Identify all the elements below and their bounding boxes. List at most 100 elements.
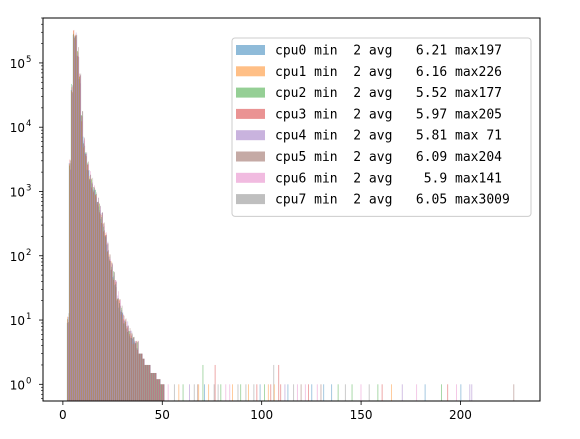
histogram-bar	[460, 384, 462, 401]
legend-box	[231, 37, 532, 217]
legend: cpu0 min 2 avg 6.21 max197 cpu1 min 2 avg…	[231, 37, 532, 217]
y-tick-exponent: 2	[26, 248, 31, 258]
legend-swatch	[236, 45, 265, 55]
y-tick-label: 10	[10, 121, 25, 135]
histogram-bar	[424, 384, 426, 401]
histogram-bar	[232, 384, 233, 401]
histogram-bar	[229, 384, 231, 401]
histogram-bar	[193, 384, 195, 401]
legend-label: cpu6 min 2 avg 5.9 max141	[275, 171, 502, 186]
legend-label: cpu5 min 2 avg 6.09 max204	[275, 150, 502, 165]
histogram-bar	[280, 384, 282, 401]
histogram-bar	[202, 364, 204, 401]
x-tick-label: 50	[155, 408, 170, 422]
bars-layer	[66, 29, 515, 401]
legend-label: cpu4 min 2 avg 5.81 max 71	[275, 129, 502, 144]
y-tick-label: 10	[10, 185, 25, 199]
histogram-bar	[164, 384, 165, 401]
histogram-bar	[178, 384, 180, 401]
legend-label: cpu2 min 2 avg 5.52 max177	[275, 86, 502, 101]
histogram-bar	[368, 384, 370, 401]
histogram-bar	[248, 384, 249, 401]
histogram-bar	[416, 384, 418, 401]
histogram-bar	[267, 384, 269, 401]
histogram-bar	[197, 384, 199, 401]
y-tick-label: 10	[10, 57, 25, 71]
histogram-bar	[245, 384, 247, 401]
histogram-bar	[308, 384, 309, 401]
histogram-bar	[381, 384, 383, 401]
histogram-bar	[270, 384, 272, 401]
histogram-bar	[237, 384, 239, 401]
histogram-bar	[300, 384, 302, 401]
histogram-bar	[284, 384, 286, 401]
histogram-bar	[240, 384, 242, 401]
histogram-bar	[304, 384, 306, 401]
histogram-bar	[447, 384, 449, 401]
x-tick-label: 100	[250, 408, 273, 422]
histogram-bar	[337, 384, 339, 401]
histogram-bar	[296, 384, 298, 401]
legend-swatch	[236, 87, 265, 98]
histogram-bar	[213, 384, 215, 401]
histogram-bar	[401, 384, 403, 401]
histogram-bar	[253, 384, 255, 401]
x-tick-label: 150	[350, 408, 373, 422]
legend-swatch	[236, 66, 265, 77]
histogram-bar	[220, 384, 222, 401]
histogram-bar	[351, 384, 353, 401]
legend-swatch	[236, 172, 265, 183]
y-tick-exponent: 4	[26, 119, 31, 129]
histogram-bar	[167, 384, 169, 401]
histogram-bar	[469, 384, 471, 401]
histogram-bar	[225, 384, 227, 401]
histogram-bar	[182, 384, 184, 401]
x-axis: 0 50 100 150 200	[59, 401, 472, 422]
y-tick-exponent: 0	[26, 376, 31, 386]
histogram-bar	[344, 384, 346, 401]
y-tick-exponent: 3	[26, 183, 31, 193]
axes-frame	[42, 17, 541, 402]
x-tick-label: 200	[449, 408, 472, 422]
histogram-bar	[513, 384, 515, 401]
legend-swatch	[236, 108, 265, 119]
histogram-bar	[198, 384, 200, 401]
y-tick-label: 10	[10, 378, 25, 392]
y-tick-exponent: 5	[26, 55, 31, 65]
histogram-bar	[287, 384, 289, 401]
histogram-bar	[256, 384, 258, 401]
legend-label: cpu0 min 2 avg 6.21 max197	[275, 44, 502, 59]
histogram-bar	[320, 384, 322, 401]
histogram-bar	[441, 384, 442, 401]
histogram-bar	[456, 384, 457, 401]
histogram-bar	[273, 384, 275, 401]
y-tick-label: 10	[10, 250, 25, 264]
histogram-bar	[189, 384, 190, 401]
histogram-bar	[259, 384, 261, 401]
histogram-bar	[173, 384, 175, 401]
histogram-bar	[273, 364, 275, 401]
histogram-bar	[391, 384, 392, 401]
histogram-bar	[208, 384, 210, 401]
histogram-bar	[204, 384, 205, 401]
x-tick-label: 0	[59, 408, 67, 422]
legend-swatch	[236, 151, 265, 162]
histogram-bar	[316, 384, 318, 401]
y-tick-exponent: 1	[26, 312, 31, 322]
histogram-bar	[323, 384, 325, 401]
histogram-bar	[377, 384, 379, 401]
histogram-bar	[331, 384, 333, 401]
legend-label: cpu1 min 2 avg 6.16 max226	[275, 65, 502, 80]
histogram-bar	[214, 364, 216, 401]
legend-label: cpu3 min 2 avg 5.97 max205	[275, 107, 502, 122]
legend-label: cpu7 min 2 avg 6.05 max3009	[275, 193, 510, 208]
histogram-bar	[293, 384, 295, 401]
legend-swatch	[236, 130, 265, 141]
y-tick-label: 10	[10, 314, 25, 328]
histogram-bar	[217, 384, 219, 401]
legend-swatch	[236, 194, 265, 205]
histogram-bar	[360, 384, 362, 401]
